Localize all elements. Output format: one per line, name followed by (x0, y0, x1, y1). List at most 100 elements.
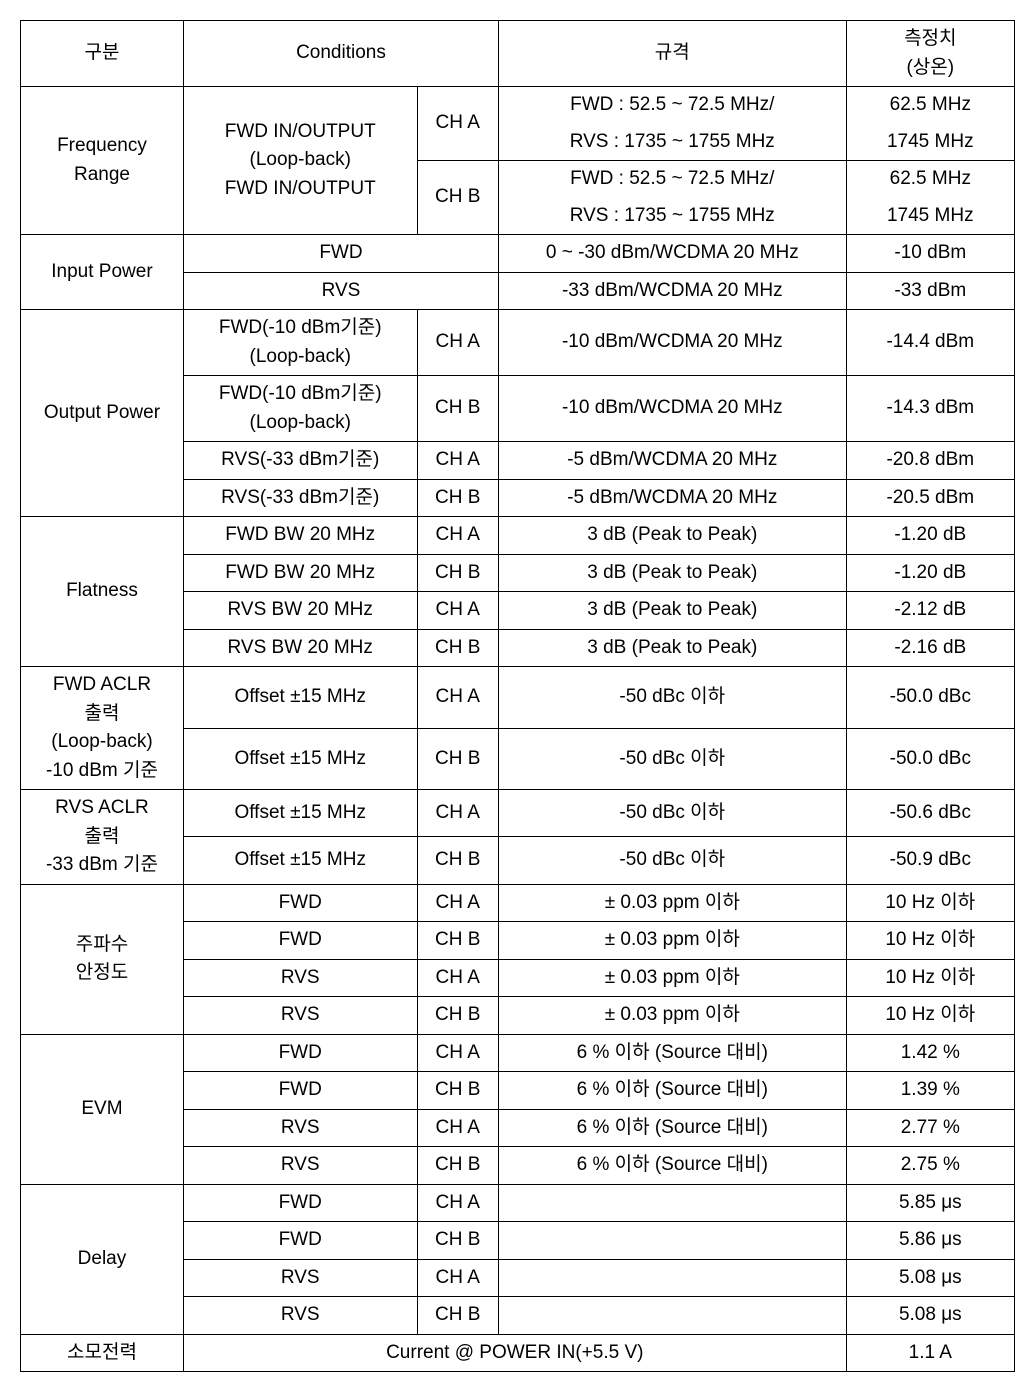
cell-meas: -14.4 dBm (846, 310, 1014, 376)
cell-spec: RVS : 1735 ~ 1755 MHz (498, 198, 846, 235)
cell-spec: RVS : 1735 ~ 1755 MHz (498, 124, 846, 161)
cell-spec: 3 dB (Peak to Peak) (498, 629, 846, 667)
header-spec: 규격 (498, 21, 846, 87)
table-row: FrequencyRange FWD IN/OUTPUT(Loop-back)F… (21, 87, 1015, 124)
cell-spec: -50 dBc 이하 (498, 667, 846, 729)
cell-cond: RVS (183, 1297, 417, 1335)
cell-ch: CH B (417, 922, 498, 960)
cell-spec: 6 % 이하 (Source 대비) (498, 1034, 846, 1072)
cell-cond: FWD (183, 1184, 417, 1222)
cell-ch: CH A (417, 1259, 498, 1297)
cell-meas: -2.16 dB (846, 629, 1014, 667)
freqrange-label: FrequencyRange (21, 87, 184, 235)
table-row: Output Power FWD(-10 dBm기준)(Loop-back) C… (21, 310, 1015, 376)
cell-ch: CH A (417, 790, 498, 837)
cell-meas: -50.9 dBc (846, 837, 1014, 884)
cell-spec: 3 dB (Peak to Peak) (498, 554, 846, 592)
cell-ch: CH A (417, 517, 498, 555)
cell-spec: -50 dBc 이하 (498, 790, 846, 837)
cell-cond: RVS (183, 1147, 417, 1185)
cell-spec: FWD : 52.5 ~ 72.5 MHz/ (498, 87, 846, 124)
cell-spec: ± 0.03 ppm 이하 (498, 959, 846, 997)
cell-spec: 6 % 이하 (Source 대비) (498, 1072, 846, 1110)
cell-meas: -50.6 dBc (846, 790, 1014, 837)
header-measured: 측정치(상온) (846, 21, 1014, 87)
cell-ch: CH A (417, 1109, 498, 1147)
cell-spec (498, 1297, 846, 1335)
cell-spec: 3 dB (Peak to Peak) (498, 592, 846, 630)
cell-spec: 0 ~ -30 dBm/WCDMA 20 MHz (498, 235, 846, 273)
cell-cond: RVS (183, 1109, 417, 1147)
cell-spec: 6 % 이하 (Source 대비) (498, 1147, 846, 1185)
cell-ch: CH A (417, 87, 498, 161)
cell-meas: 1745 MHz (846, 198, 1014, 235)
cell-meas: 62.5 MHz (846, 161, 1014, 198)
cell-meas: -50.0 dBc (846, 667, 1014, 729)
cell-cond: RVS(-33 dBm기준) (183, 442, 417, 480)
cell-meas: -1.20 dB (846, 554, 1014, 592)
inputpower-label: Input Power (21, 235, 184, 310)
cell-ch: CH B (417, 1297, 498, 1335)
table-row: 주파수안정도 FWD CH A ± 0.03 ppm 이하 10 Hz 이하 (21, 884, 1015, 922)
cell-meas: 5.86 μs (846, 1222, 1014, 1260)
cell-spec: 3 dB (Peak to Peak) (498, 517, 846, 555)
cell-meas: -1.20 dB (846, 517, 1014, 555)
cell-cond: RVS (183, 272, 498, 310)
cell-cond: RVS (183, 1259, 417, 1297)
cell-meas: 5.85 μs (846, 1184, 1014, 1222)
cell-cond: FWD(-10 dBm기준)(Loop-back) (183, 376, 417, 442)
cell-ch: CH B (417, 554, 498, 592)
cell-ch: CH B (417, 161, 498, 235)
cell-spec: -5 dBm/WCDMA 20 MHz (498, 479, 846, 517)
cell-cond: FWD (183, 1034, 417, 1072)
cell-spec: -10 dBm/WCDMA 20 MHz (498, 376, 846, 442)
evm-label: EVM (21, 1034, 184, 1184)
cell-meas: -50.0 dBc (846, 728, 1014, 790)
cell-spec: ± 0.03 ppm 이하 (498, 884, 846, 922)
cell-cond: RVS BW 20 MHz (183, 629, 417, 667)
cell-ch: CH B (417, 837, 498, 884)
cell-meas: 1.1 A (846, 1334, 1014, 1372)
cell-spec: ± 0.03 ppm 이하 (498, 997, 846, 1035)
table-row: Flatness FWD BW 20 MHz CH A 3 dB (Peak t… (21, 517, 1015, 555)
cell-ch: CH B (417, 1147, 498, 1185)
table-row: RVS ACLR출력-33 dBm 기준 Offset ±15 MHz CH A… (21, 790, 1015, 837)
cell-cond: Offset ±15 MHz (183, 837, 417, 884)
cell-spec (498, 1259, 846, 1297)
cell-ch: CH B (417, 376, 498, 442)
table-row: 소모전력 Current @ POWER IN(+5.5 V) 1.1 A (21, 1334, 1015, 1372)
spec-table: 구분 Conditions 규격 측정치(상온) FrequencyRange … (20, 20, 1015, 1372)
cell-cond: RVS (183, 997, 417, 1035)
cell-spec (498, 1184, 846, 1222)
cell-meas: 2.77 % (846, 1109, 1014, 1147)
cell-meas: 10 Hz 이하 (846, 922, 1014, 960)
table-row: Input Power FWD 0 ~ -30 dBm/WCDMA 20 MHz… (21, 235, 1015, 273)
table-row: EVM FWD CH A 6 % 이하 (Source 대비) 1.42 % (21, 1034, 1015, 1072)
cell-meas: -10 dBm (846, 235, 1014, 273)
fwdaclr-label: FWD ACLR출력(Loop-back)-10 dBm 기준 (21, 667, 184, 790)
cell-meas: 62.5 MHz (846, 87, 1014, 124)
cell-meas: 5.08 μs (846, 1259, 1014, 1297)
cell-cond: FWD (183, 235, 498, 273)
cell-cond: RVS (183, 959, 417, 997)
cell-cond: RVS BW 20 MHz (183, 592, 417, 630)
cell-spec: -33 dBm/WCDMA 20 MHz (498, 272, 846, 310)
cell-ch: CH A (417, 592, 498, 630)
cell-cond: FWD (183, 1222, 417, 1260)
cell-cond: FWD(-10 dBm기준)(Loop-back) (183, 310, 417, 376)
header-category: 구분 (21, 21, 184, 87)
power-label: 소모전력 (21, 1334, 184, 1372)
cell-meas: -20.8 dBm (846, 442, 1014, 480)
cell-cond: Current @ POWER IN(+5.5 V) (183, 1334, 846, 1372)
cell-spec: -50 dBc 이하 (498, 728, 846, 790)
cell-cond: FWD BW 20 MHz (183, 517, 417, 555)
cell-ch: CH B (417, 1072, 498, 1110)
cell-ch: CH B (417, 997, 498, 1035)
cell-cond: FWD (183, 1072, 417, 1110)
freqstab-label: 주파수안정도 (21, 884, 184, 1034)
cell-spec: -10 dBm/WCDMA 20 MHz (498, 310, 846, 376)
cell-meas: -14.3 dBm (846, 376, 1014, 442)
freqrange-cond: FWD IN/OUTPUT(Loop-back)FWD IN/OUTPUT (183, 87, 417, 235)
cell-meas: 10 Hz 이하 (846, 997, 1014, 1035)
cell-ch: CH B (417, 1222, 498, 1260)
